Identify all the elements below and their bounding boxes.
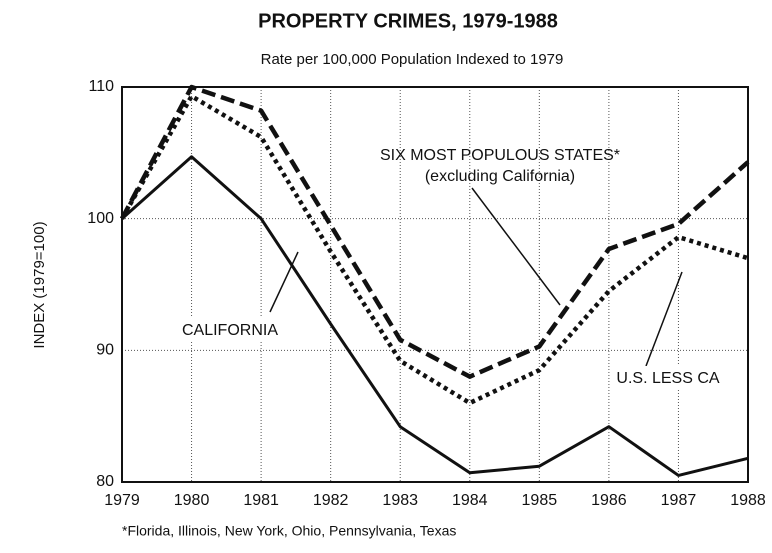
- y-tick-label: 110: [88, 78, 114, 95]
- y-tick-label: 80: [96, 473, 114, 490]
- x-tick-label: 1985: [522, 492, 558, 509]
- x-tick-label: 1987: [661, 492, 697, 509]
- series-label: SIX MOST POPULOUS STATES*: [380, 147, 620, 164]
- y-axis-label: INDEX (1979=100): [31, 221, 48, 348]
- x-tick-label: 1984: [452, 492, 488, 509]
- x-tick-label: 1979: [104, 492, 140, 509]
- y-tick-label: 90: [96, 342, 114, 359]
- leader-line: [269, 251, 299, 313]
- leader-line: [471, 187, 561, 306]
- label-bg: [612, 366, 726, 390]
- x-tick-label: 1986: [591, 492, 627, 509]
- chart-subtitle: Rate per 100,000 Population Indexed to 1…: [261, 51, 564, 68]
- y-tick-label: 100: [87, 210, 114, 227]
- x-tick-label: 1980: [174, 492, 210, 509]
- chart-title: PROPERTY CRIMES, 1979-1988: [258, 10, 558, 32]
- plot-frame: [121, 86, 749, 483]
- annotation: (excluding California): [425, 168, 575, 185]
- series-line: [120, 93, 749, 406]
- series-label: U.S. LESS CA: [616, 370, 719, 387]
- x-tick-label: 1983: [382, 492, 418, 509]
- x-tick-label: 1988: [730, 492, 766, 509]
- label-bg: [170, 318, 292, 342]
- series-label: CALIFORNIA: [182, 322, 278, 339]
- footnote: *Florida, Illinois, New York, Ohio, Penn…: [122, 523, 456, 539]
- series-line: [121, 155, 749, 477]
- x-tick-label: 1981: [243, 492, 279, 509]
- leader-line: [645, 271, 683, 367]
- x-tick-label: 1982: [313, 492, 349, 509]
- series-line: [120, 84, 750, 379]
